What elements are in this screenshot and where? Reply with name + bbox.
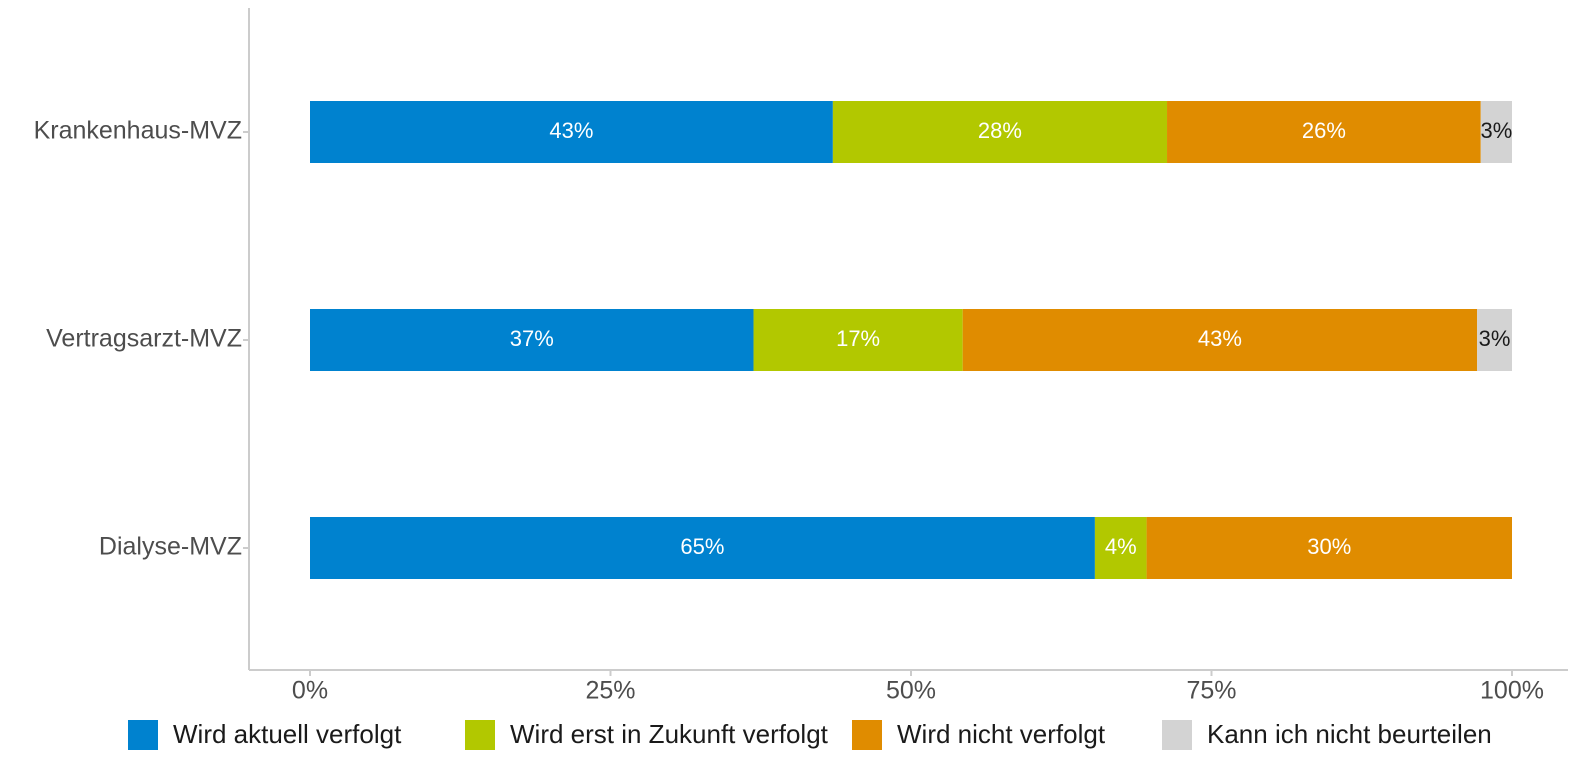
legend-swatch <box>128 720 158 750</box>
bar-segment <box>1477 309 1512 371</box>
legend-label: Kann ich nicht beurteilen <box>1207 719 1492 749</box>
bar-segment <box>832 101 1168 163</box>
data-label: 3% <box>1479 326 1511 351</box>
legend-swatch <box>852 720 882 750</box>
data-label: 30% <box>1307 534 1351 559</box>
bar-segment <box>1480 101 1512 163</box>
y-tick-label: Dialyse-MVZ <box>99 533 242 561</box>
data-label: 43% <box>1198 326 1242 351</box>
bar-segment <box>1146 517 1512 579</box>
data-label: 37% <box>510 326 554 351</box>
y-tick-label: Krankenhaus-MVZ <box>34 117 242 145</box>
data-label: 3% <box>1480 118 1512 143</box>
y-tick-label: Vertragsarzt-MVZ <box>46 325 242 353</box>
legend-label: Wird erst in Zukunft verfolgt <box>510 719 829 749</box>
legend-label: Wird aktuell verfolgt <box>173 719 402 749</box>
bar-segment <box>962 309 1478 371</box>
data-label: 4% <box>1105 534 1137 559</box>
x-tick-label: 50% <box>886 677 936 705</box>
legend-swatch <box>1162 720 1192 750</box>
data-label: 17% <box>836 326 880 351</box>
bar-segment <box>753 309 963 371</box>
bar-segment <box>310 309 754 371</box>
data-label: 65% <box>680 534 724 559</box>
bar-segment <box>1094 517 1147 579</box>
data-label: 43% <box>549 118 593 143</box>
bar-segment <box>310 101 833 163</box>
x-tick-label: 100% <box>1480 677 1544 705</box>
x-tick-label: 0% <box>292 677 328 705</box>
x-tick-label: 75% <box>1186 677 1236 705</box>
x-tick-label: 25% <box>585 677 635 705</box>
legend-label: Wird nicht verfolgt <box>897 719 1106 749</box>
bar-segment <box>1167 101 1481 163</box>
data-label: 28% <box>978 118 1022 143</box>
data-label: 26% <box>1302 118 1346 143</box>
bar-segment <box>310 517 1095 579</box>
legend-swatch <box>465 720 495 750</box>
